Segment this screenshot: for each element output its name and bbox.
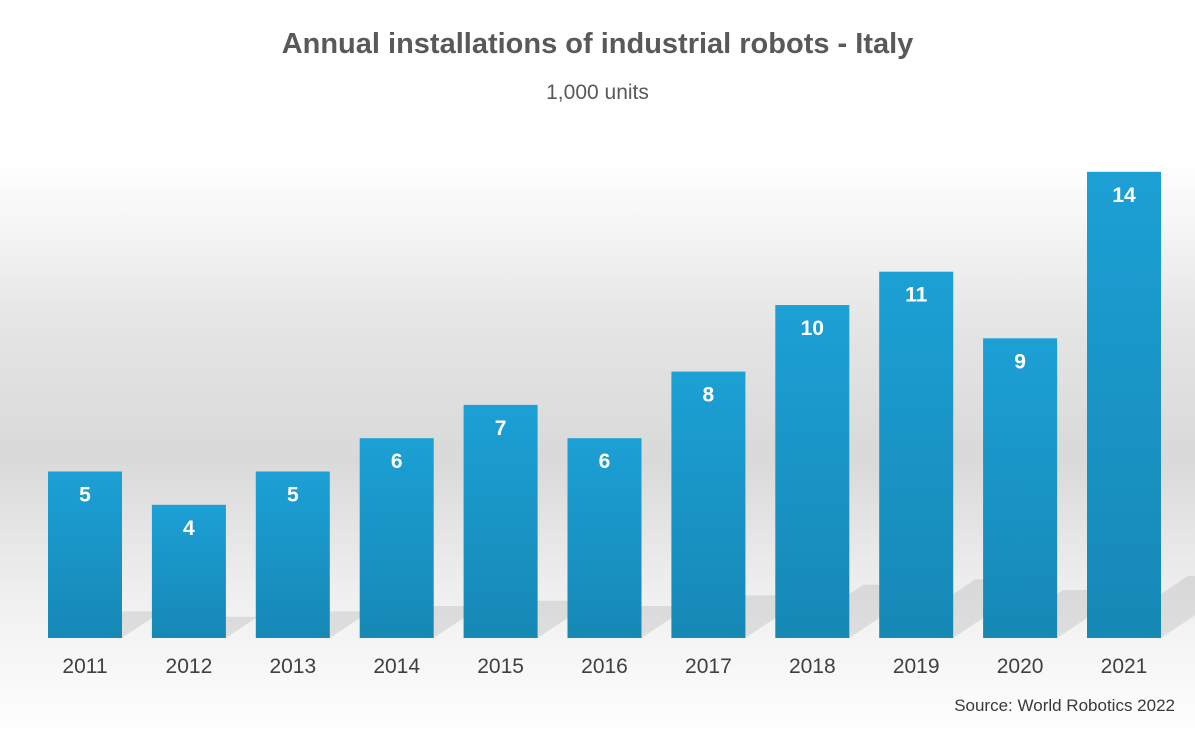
x-tick-label-2016: 2016 xyxy=(581,655,628,678)
data-label-2014: 6 xyxy=(391,450,403,473)
data-label-2018: 10 xyxy=(801,317,824,340)
bar-2019 xyxy=(879,271,954,638)
bar-2020 xyxy=(983,338,1058,638)
bar-2018 xyxy=(775,305,850,638)
data-label-2020: 9 xyxy=(1014,350,1026,373)
data-label-2019: 11 xyxy=(905,284,928,307)
bar-2017 xyxy=(671,371,746,638)
x-tick-label-2017: 2017 xyxy=(685,655,732,678)
data-label-2013: 5 xyxy=(287,484,299,507)
x-tick-label-2012: 2012 xyxy=(166,655,213,678)
bar-2016 xyxy=(567,438,642,638)
x-tick-label-2013: 2013 xyxy=(269,655,316,678)
chart-subtitle: 1,000 units xyxy=(546,81,649,104)
data-label-2011: 5 xyxy=(79,484,91,507)
x-tick-label-2020: 2020 xyxy=(997,655,1044,678)
bar-2011 xyxy=(48,471,122,638)
x-tick-label-2014: 2014 xyxy=(373,655,420,678)
bar-2021 xyxy=(1087,171,1161,639)
x-tick-label-2021: 2021 xyxy=(1101,655,1148,678)
bar-2013 xyxy=(255,471,330,638)
x-tick-label-2015: 2015 xyxy=(477,655,524,678)
x-tick-label-2011: 2011 xyxy=(62,655,107,678)
chart-title: Annual installations of industrial robot… xyxy=(281,28,914,60)
bar-2015 xyxy=(463,404,538,638)
data-label-2021: 14 xyxy=(1112,184,1136,207)
bar-2014 xyxy=(359,438,434,638)
source-note: Source: World Robotics 2022 xyxy=(954,696,1175,715)
data-label-2017: 8 xyxy=(703,384,715,407)
data-label-2016: 6 xyxy=(599,450,611,473)
data-label-2012: 4 xyxy=(183,517,195,540)
x-tick-label-2019: 2019 xyxy=(893,655,940,678)
bar-2012 xyxy=(151,504,226,638)
x-tick-label-2018: 2018 xyxy=(789,655,836,678)
data-label-2015: 7 xyxy=(495,417,507,440)
